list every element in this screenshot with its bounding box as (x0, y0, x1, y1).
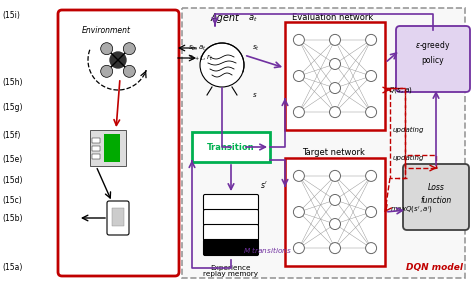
Text: (15b): (15b) (2, 214, 22, 223)
Circle shape (100, 65, 113, 77)
Circle shape (200, 43, 244, 87)
Text: replay memory: replay memory (203, 271, 258, 277)
Bar (92, 154, 100, 159)
Text: (15h): (15h) (2, 77, 22, 87)
Circle shape (293, 71, 304, 82)
FancyBboxPatch shape (182, 8, 465, 278)
Text: Experience: Experience (211, 265, 251, 271)
Text: Agent: Agent (210, 13, 239, 23)
FancyBboxPatch shape (203, 225, 258, 240)
Bar (92, 138, 100, 143)
FancyBboxPatch shape (203, 240, 258, 255)
Bar (90, 130, 126, 166)
Circle shape (365, 206, 377, 217)
Text: $a_t$: $a_t$ (248, 13, 257, 24)
Circle shape (365, 107, 377, 118)
Circle shape (293, 34, 304, 46)
FancyBboxPatch shape (403, 164, 469, 230)
Text: $s_b, a_t$: $s_b, a_t$ (188, 43, 207, 53)
Text: DQN model: DQN model (407, 263, 464, 272)
FancyBboxPatch shape (285, 22, 385, 130)
Circle shape (110, 52, 126, 68)
Circle shape (329, 194, 340, 205)
Circle shape (329, 83, 340, 94)
Circle shape (329, 34, 340, 46)
Text: (15g): (15g) (2, 103, 22, 113)
Circle shape (365, 170, 377, 181)
FancyBboxPatch shape (203, 209, 258, 226)
Text: $\epsilon$-greedy
policy: $\epsilon$-greedy policy (415, 39, 451, 65)
Text: Environment: Environment (82, 26, 131, 35)
Bar (92, 146, 100, 151)
Circle shape (123, 65, 135, 77)
Text: (15c): (15c) (2, 196, 22, 205)
Text: Evaluation network: Evaluation network (292, 13, 374, 22)
Circle shape (329, 170, 340, 181)
Text: $s'$: $s'$ (260, 179, 268, 190)
Text: updating: updating (393, 155, 425, 161)
Circle shape (123, 43, 135, 55)
FancyBboxPatch shape (203, 194, 258, 211)
FancyBboxPatch shape (58, 10, 179, 276)
Text: $s$: $s$ (252, 91, 257, 99)
Circle shape (293, 170, 304, 181)
FancyBboxPatch shape (396, 26, 470, 92)
Text: (15e): (15e) (2, 155, 22, 164)
Circle shape (293, 206, 304, 217)
Circle shape (329, 242, 340, 254)
FancyBboxPatch shape (107, 201, 129, 235)
Text: $maxQ(s',a')$: $maxQ(s',a')$ (390, 204, 433, 215)
Circle shape (365, 71, 377, 82)
FancyBboxPatch shape (192, 132, 270, 162)
Bar (104, 134, 120, 162)
Circle shape (329, 58, 340, 69)
Circle shape (293, 107, 304, 118)
Circle shape (365, 34, 377, 46)
Text: (15d): (15d) (2, 175, 22, 185)
Text: (15f): (15f) (2, 131, 20, 140)
Text: Target network: Target network (301, 148, 365, 157)
Text: Loss
function: Loss function (420, 183, 452, 205)
Text: $s_t$: $s_t$ (252, 43, 260, 53)
Text: (15a): (15a) (2, 263, 22, 272)
Text: $s_{t+1}, r_t$: $s_{t+1}, r_t$ (188, 53, 213, 63)
Circle shape (329, 107, 340, 118)
Text: (15i): (15i) (2, 11, 20, 20)
Text: $M$ transitions: $M$ transitions (243, 245, 292, 255)
Circle shape (100, 43, 113, 55)
FancyBboxPatch shape (285, 158, 385, 266)
Circle shape (293, 242, 304, 254)
Bar (112, 208, 124, 226)
Circle shape (365, 242, 377, 254)
Circle shape (329, 219, 340, 230)
Text: updating: updating (393, 127, 425, 133)
Text: $Q(s,a)$: $Q(s,a)$ (388, 85, 413, 95)
Text: Transition: Transition (207, 143, 255, 151)
